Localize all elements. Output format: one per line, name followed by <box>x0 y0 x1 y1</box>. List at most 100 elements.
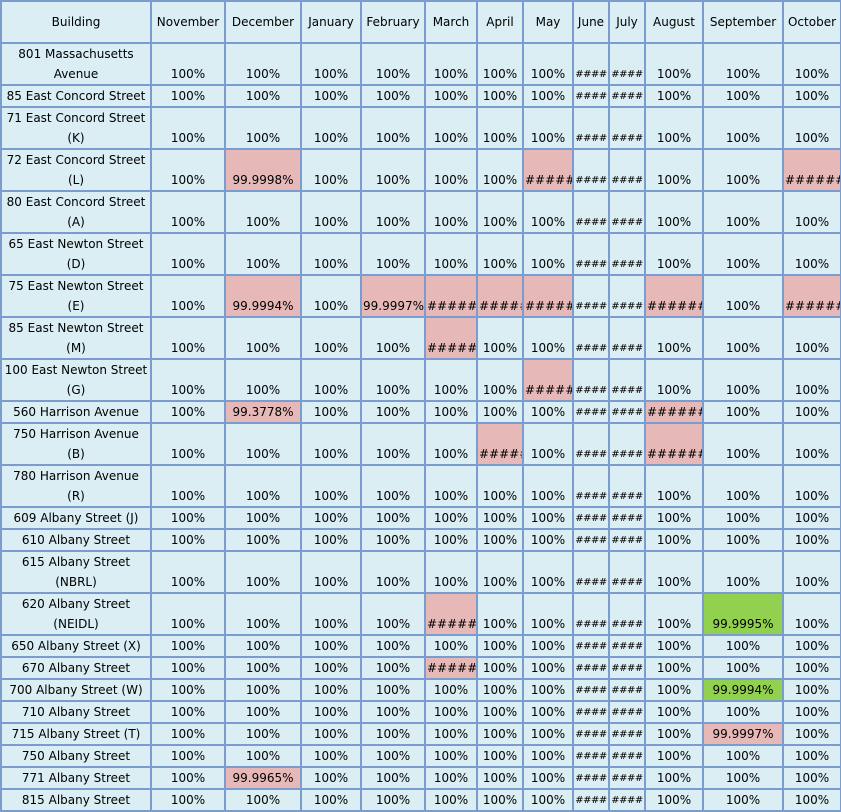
header-month: January <box>300 0 362 44</box>
value-cell: 100% <box>360 106 426 150</box>
building-name-cell: 609 Albany Street (J) <box>0 506 152 530</box>
value-cell: #### <box>572 550 610 594</box>
building-name-cell: 620 Albany Street (NEIDL) <box>0 592 152 636</box>
value-cell: 100% <box>150 634 226 658</box>
value-cell: 100% <box>476 592 524 636</box>
value-cell: 100% <box>702 700 784 724</box>
value-cell: 100% <box>300 766 362 790</box>
value-cell: 100% <box>782 722 841 746</box>
building-name-cell: 750 Albany Street <box>0 744 152 768</box>
value-cell: 100% <box>360 678 426 702</box>
value-cell: 100% <box>476 656 524 680</box>
value-cell: 100% <box>702 766 784 790</box>
value-cell: 100% <box>300 190 362 234</box>
value-cell: 100% <box>424 634 478 658</box>
value-cell: 100% <box>224 42 302 86</box>
value-cell: 100% <box>782 788 841 812</box>
value-cell: 100% <box>782 766 841 790</box>
value-cell: #### <box>608 400 646 424</box>
value-cell: ####### <box>644 400 704 424</box>
building-name-cell: 85 East Concord Street <box>0 84 152 108</box>
value-cell: 100% <box>522 766 574 790</box>
value-cell: 100% <box>522 106 574 150</box>
value-cell: #### <box>608 232 646 276</box>
value-cell: 100% <box>702 634 784 658</box>
value-cell: 100% <box>644 464 704 508</box>
value-cell: 100% <box>476 232 524 276</box>
value-cell: 100% <box>702 232 784 276</box>
table-body: 801 Massachusetts Avenue 100% 100% 100% 100%… <box>0 42 841 812</box>
value-cell: 100% <box>150 528 226 552</box>
value-cell: 100% <box>782 358 841 402</box>
value-cell: 100% <box>644 190 704 234</box>
value-cell: #### <box>572 232 610 276</box>
value-cell: 100% <box>424 788 478 812</box>
value-cell: 100% <box>360 84 426 108</box>
value-cell: 100% <box>476 766 524 790</box>
value-cell: 100% <box>522 528 574 552</box>
table-row: 610 Albany Street 100% 100% 100% 100% 100% 100… <box>0 528 841 552</box>
value-cell: 100% <box>644 634 704 658</box>
value-cell: 100% <box>300 592 362 636</box>
value-cell: 100% <box>424 722 478 746</box>
value-cell: 100% <box>300 788 362 812</box>
value-cell: 100% <box>702 106 784 150</box>
value-cell: 100% <box>522 464 574 508</box>
value-cell: #### <box>572 788 610 812</box>
value-cell: 100% <box>522 232 574 276</box>
building-name-cell: 771 Albany Street <box>0 766 152 790</box>
value-cell: 100% <box>476 788 524 812</box>
value-cell: 100% <box>644 148 704 192</box>
value-cell: 100% <box>702 148 784 192</box>
value-cell: 100% <box>782 700 841 724</box>
value-cell: 100% <box>476 106 524 150</box>
table-row: 750 Albany Street 100% 100% 100% 100% 100% 100… <box>0 744 841 768</box>
value-cell: 100% <box>424 106 478 150</box>
value-cell: 100% <box>644 744 704 768</box>
value-cell: 100% <box>360 422 426 466</box>
value-cell: #### <box>608 464 646 508</box>
value-cell: 100% <box>224 700 302 724</box>
value-cell: 100% <box>224 550 302 594</box>
building-name-cell: 610 Albany Street <box>0 528 152 552</box>
building-name-cell: 560 Harrison Avenue <box>0 400 152 424</box>
value-cell: 100% <box>360 788 426 812</box>
value-cell: 100% <box>224 722 302 746</box>
building-name-cell: 100 East Newton Street (G) <box>0 358 152 402</box>
value-cell: 100% <box>644 316 704 360</box>
value-cell: #### <box>572 358 610 402</box>
value-cell: 100% <box>300 722 362 746</box>
value-cell: 100% <box>702 358 784 402</box>
value-cell: 100% <box>224 744 302 768</box>
value-cell: 100% <box>644 528 704 552</box>
value-cell: 100% <box>224 592 302 636</box>
table-row: 650 Albany Street (X) 100% 100% 100% 100% 100… <box>0 634 841 658</box>
value-cell: ####### <box>644 422 704 466</box>
value-cell: 100% <box>150 700 226 724</box>
header-month: November <box>150 0 226 44</box>
value-cell: 100% <box>476 84 524 108</box>
value-cell: #### <box>572 274 610 318</box>
value-cell: 100% <box>424 766 478 790</box>
value-cell: 100% <box>522 592 574 636</box>
value-cell: #### <box>608 316 646 360</box>
value-cell: 100% <box>360 550 426 594</box>
value-cell: 99.3778% <box>224 400 302 424</box>
value-cell: 100% <box>424 400 478 424</box>
value-cell: 100% <box>522 84 574 108</box>
value-cell: 100% <box>522 722 574 746</box>
building-name-cell: 715 Albany Street (T) <box>0 722 152 746</box>
value-cell: 100% <box>702 400 784 424</box>
value-cell: 100% <box>522 42 574 86</box>
value-cell: 100% <box>424 464 478 508</box>
value-cell: ####### <box>424 592 478 636</box>
value-cell: 100% <box>360 592 426 636</box>
value-cell: 100% <box>782 528 841 552</box>
building-name-cell: 750 Harrison Avenue (B) <box>0 422 152 466</box>
value-cell: 100% <box>702 788 784 812</box>
value-cell: #### <box>608 506 646 530</box>
building-name-cell: 815 Albany Street <box>0 788 152 812</box>
value-cell: 100% <box>360 506 426 530</box>
value-cell: 100% <box>360 634 426 658</box>
